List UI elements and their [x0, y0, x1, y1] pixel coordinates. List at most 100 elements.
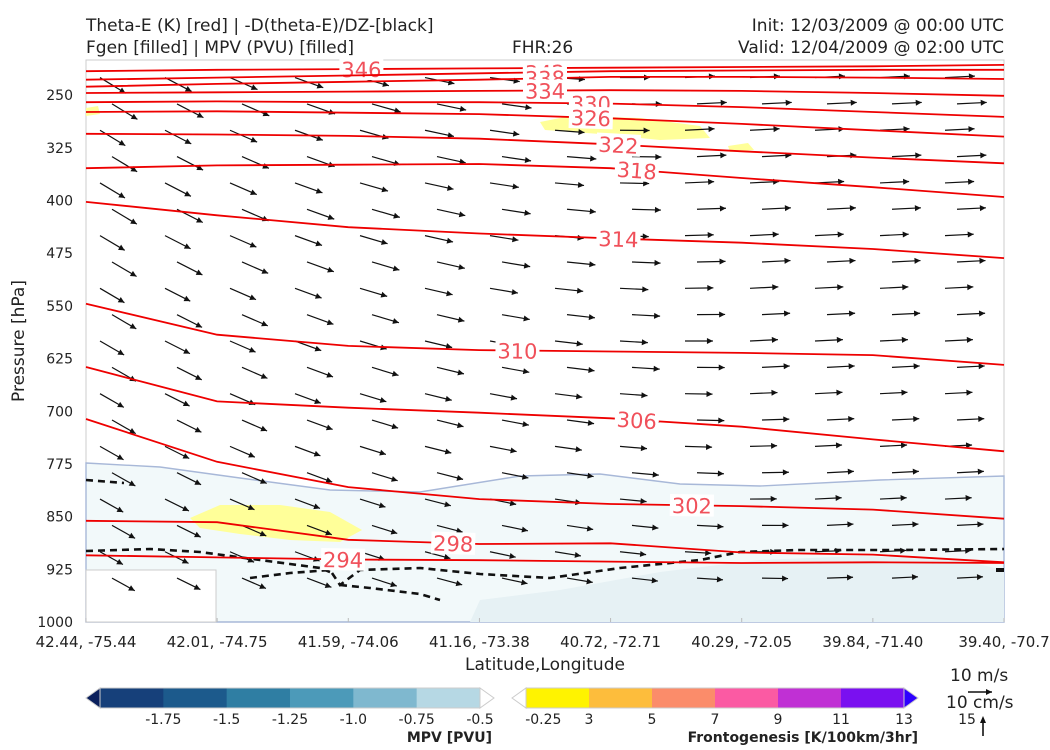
wind-vector-head [651, 577, 658, 584]
wind-vector-head [390, 581, 397, 588]
colorbar-frame [525, 687, 905, 709]
wind-vector-head [445, 395, 452, 402]
wind-vector-head [443, 554, 451, 560]
wind-vector-head [717, 470, 724, 477]
wind-vector-head [978, 310, 986, 317]
wind-vector-head [783, 363, 790, 370]
stability-contours [85, 478, 1005, 602]
theta-e-label: 294 [323, 548, 363, 573]
wind-vector-head [912, 468, 919, 475]
wind-vector-head [652, 471, 659, 478]
wind-vector-head [459, 158, 466, 165]
colorbar-tick-label: 3 [585, 712, 594, 728]
wind-vector-head [902, 284, 909, 291]
wind-vector-head [459, 105, 467, 112]
wind-vector-head [902, 178, 910, 185]
wind-vector-head [522, 421, 529, 427]
wind-vector-head [574, 551, 581, 558]
wind-vector-head [523, 262, 531, 269]
wind-vector-head [314, 293, 322, 299]
x-tick-label: 39.40, -70.7 [958, 633, 1049, 651]
colorbar-tick-label: 15 [958, 712, 976, 728]
plot-area: 3463423383343303263223183143103063022982… [85, 57, 1005, 623]
wind-vector-head [835, 442, 843, 449]
colorbar-tick-label: -1.5 [213, 712, 240, 728]
wind-vector-head [977, 468, 984, 475]
wind-vector-head [128, 480, 136, 486]
wind-vector-head [782, 469, 789, 476]
y-axis-label: Pressure [hPa] [9, 280, 29, 402]
wind-vector-head [785, 99, 792, 106]
wind-vector-head [642, 286, 649, 293]
wind-vector-head [128, 585, 135, 591]
wind-vector-head [446, 184, 454, 191]
colorbar-extend-high [903, 687, 919, 709]
wind-vector-head [511, 289, 518, 295]
wind-vector-head [784, 257, 791, 264]
wind-vector-head [967, 284, 974, 291]
wind-vector-head [456, 527, 463, 534]
wind-vector-head [524, 157, 532, 163]
wind-vector-head [640, 445, 648, 452]
theta-e-label-bg [522, 79, 568, 102]
wind-vector-head [902, 231, 909, 238]
colorbar-tick-label: -1.75 [145, 712, 181, 728]
wind-vector-head [576, 287, 584, 294]
y-tick-label: 325 [46, 141, 73, 157]
wind-vector-head [847, 468, 854, 475]
x-tick-label: 40.72, -72.71 [560, 633, 661, 651]
wind-key-vertical: 10 cm/s [946, 693, 1014, 713]
wind-vector-head [837, 231, 844, 238]
theta-e-label: 314 [598, 227, 639, 252]
theta-e-label: 322 [598, 133, 639, 159]
title-line1: Theta-E (K) [red] | -D(theta-E)/DZ-[blac… [85, 16, 434, 36]
wind-vector-head [848, 310, 856, 317]
wind-vector-head [587, 419, 595, 426]
wind-vector-head [520, 579, 528, 586]
theta-e-label: 310 [497, 339, 537, 363]
wind-vector-head [966, 336, 973, 343]
wind-vector-head [118, 87, 126, 94]
wind-vector-head [314, 398, 321, 404]
wind-vector-head [196, 217, 203, 223]
y-tick-label: 625 [46, 352, 73, 368]
wind-vector-head [521, 473, 529, 480]
wind-vector-head [965, 442, 973, 449]
wind-vector-head [195, 374, 202, 380]
theta-e-label-bg [495, 339, 540, 362]
wind-vector-head [248, 452, 255, 458]
wind-vector-head [118, 139, 126, 146]
wind-vector-head [378, 502, 386, 509]
theta-e-label: 298 [433, 532, 474, 557]
theta-e-line [85, 519, 1005, 564]
wind-vector-head [182, 453, 190, 459]
wind-vector-head [313, 503, 321, 510]
wind-vector-head [260, 373, 268, 379]
wind-vector-head [182, 400, 190, 407]
wind-vector-head [903, 126, 910, 133]
wind-vector-head [980, 99, 987, 106]
wind-vector-head [183, 348, 190, 354]
theta-e-label: 306 [616, 408, 658, 435]
wind-vector-head [247, 557, 255, 563]
colorbar-tick-label: 7 [711, 712, 720, 728]
theta-e-line [85, 302, 1005, 366]
wind-vector-head [250, 136, 258, 143]
y-tick-label: 700 [46, 404, 73, 420]
wind-vector-head [129, 428, 136, 434]
wind-vector-head [314, 345, 322, 352]
wind-vector-head [575, 446, 582, 453]
wind-vector-head [380, 239, 388, 245]
wind-vector-head [900, 495, 907, 502]
wind-vector-head [393, 212, 400, 219]
colorbar-tick-label: -1.0 [340, 712, 367, 728]
wind-vector-head [837, 178, 845, 185]
wind-vector-head [510, 447, 517, 454]
theta-e-label-bg [595, 132, 642, 157]
wind-vector-head [116, 506, 124, 513]
wind-vector-head [379, 397, 387, 403]
wind-vector-head [771, 389, 778, 396]
wind-vector-head [524, 209, 531, 216]
theta-e-line [85, 418, 1005, 520]
wind-vector-head [250, 189, 257, 195]
